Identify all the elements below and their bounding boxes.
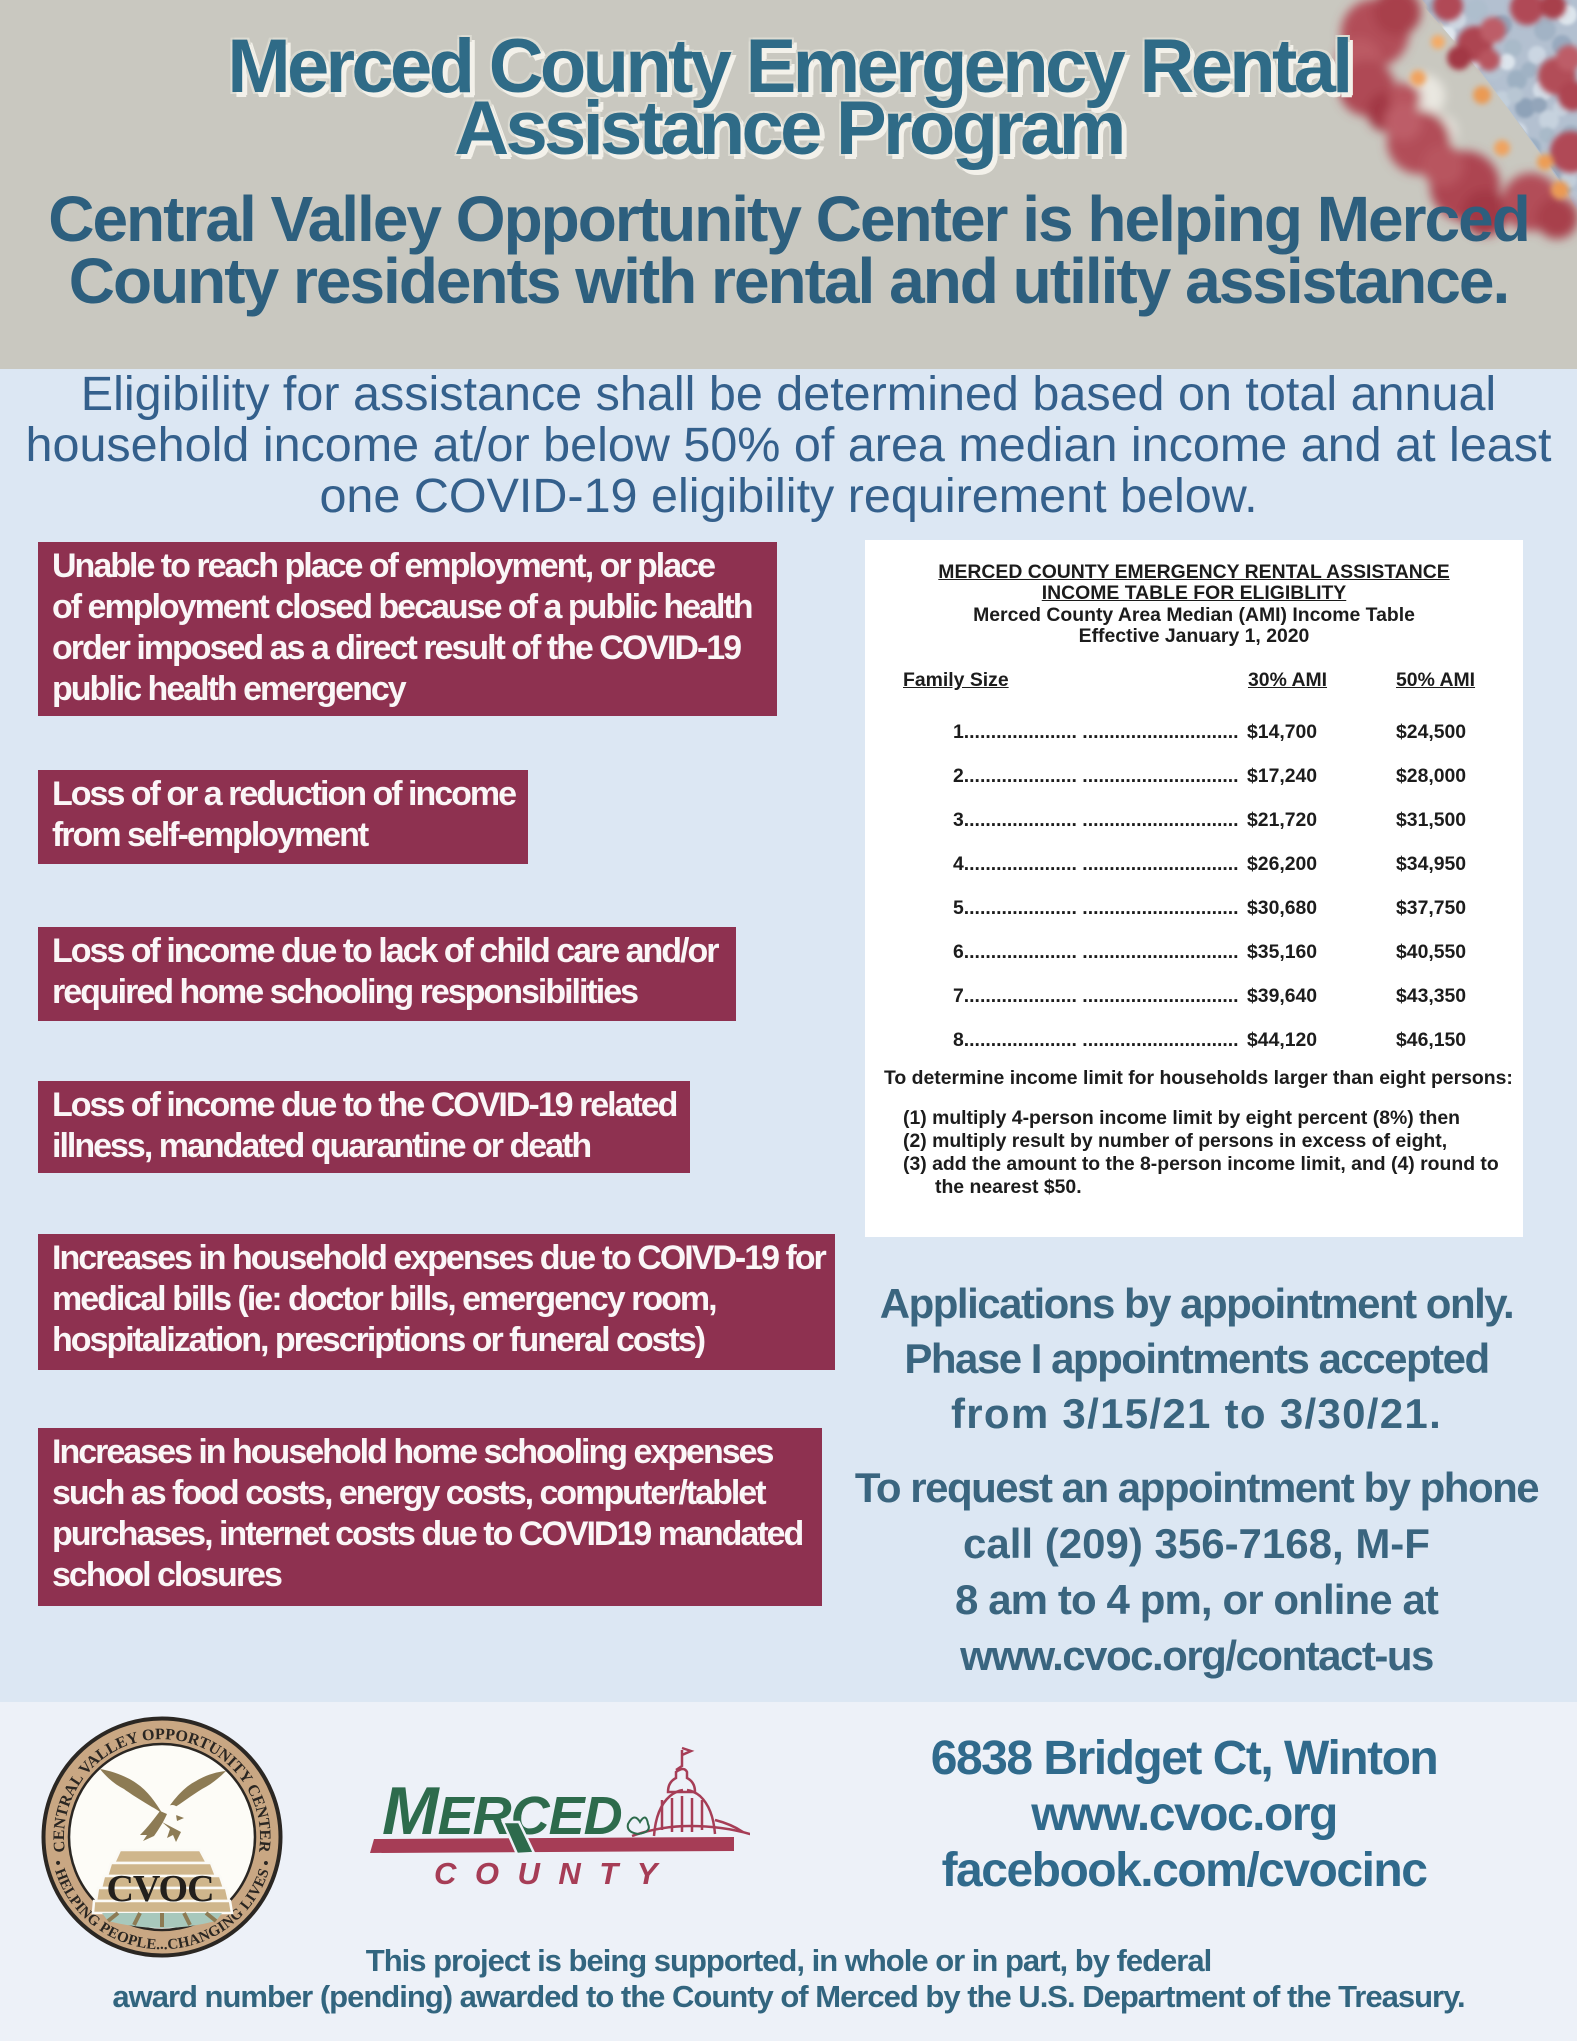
svg-text:COUNTY: COUNTY [434, 1856, 676, 1891]
svg-text:MERCED: MERCED [382, 1773, 622, 1849]
svg-text:CVOC: CVOC [106, 1868, 213, 1910]
